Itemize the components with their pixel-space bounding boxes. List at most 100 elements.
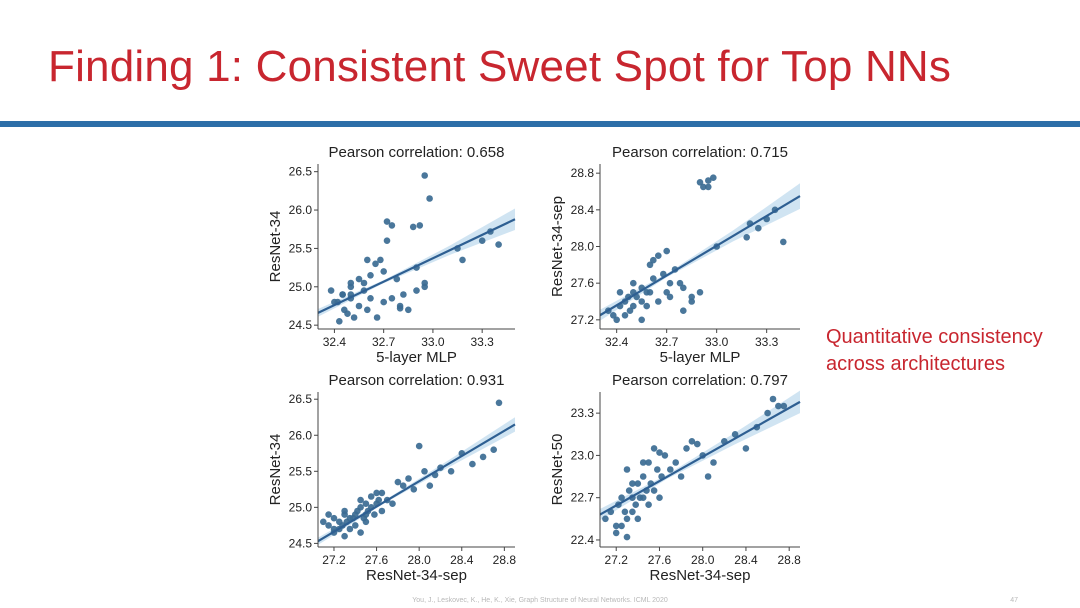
data-point xyxy=(676,279,684,287)
data-point xyxy=(621,508,629,516)
data-point xyxy=(357,504,364,511)
data-point xyxy=(639,459,647,466)
data-point xyxy=(495,399,503,407)
data-point xyxy=(683,445,690,452)
y-tick-label: 25.5 xyxy=(289,464,313,478)
data-point xyxy=(330,514,338,522)
y-axis-label: ResNet-34-sep xyxy=(549,196,566,297)
data-point xyxy=(367,295,374,302)
data-point xyxy=(371,511,378,518)
data-point xyxy=(339,291,346,298)
data-point xyxy=(688,438,696,445)
y-tick-label: 28.8 xyxy=(571,166,595,180)
x-tick-label: 28.4 xyxy=(734,553,758,567)
confidence-band xyxy=(600,183,800,321)
data-point xyxy=(672,459,679,466)
data-point xyxy=(364,306,371,314)
data-point xyxy=(393,275,401,283)
data-point xyxy=(610,312,617,319)
data-point xyxy=(409,223,417,231)
x-tick-label: 33.3 xyxy=(470,335,494,349)
regression-line xyxy=(599,195,801,317)
data-point xyxy=(459,256,466,264)
data-point xyxy=(755,224,762,232)
data-point xyxy=(389,500,396,508)
data-point xyxy=(743,234,750,241)
data-point xyxy=(341,306,348,314)
data-point xyxy=(705,177,712,184)
data-point xyxy=(677,473,685,480)
x-axis-label: ResNet-34-sep xyxy=(650,567,751,584)
data-point xyxy=(479,453,487,461)
data-point xyxy=(320,518,327,526)
data-point xyxy=(629,480,636,487)
data-point xyxy=(656,494,663,502)
x-tick-label: 28.8 xyxy=(778,553,802,567)
data-point xyxy=(680,307,687,314)
data-point xyxy=(650,445,658,452)
title-divider xyxy=(0,121,1080,127)
data-point xyxy=(780,238,787,246)
data-point xyxy=(656,449,663,456)
x-axis-label: 5-layer MLP xyxy=(660,349,741,366)
data-point xyxy=(378,489,386,497)
y-tick-label: 27.6 xyxy=(571,276,595,290)
data-point xyxy=(346,514,354,522)
data-point xyxy=(618,522,625,530)
data-point xyxy=(629,508,636,516)
data-point xyxy=(415,442,423,450)
data-point xyxy=(666,293,674,301)
confidence-band xyxy=(318,417,515,545)
data-point xyxy=(666,279,674,287)
data-point xyxy=(355,302,363,310)
data-point xyxy=(769,395,777,403)
data-point xyxy=(405,475,412,482)
x-axis-label: ResNet-34-sep xyxy=(366,567,467,584)
data-point xyxy=(325,522,332,529)
data-point xyxy=(490,446,497,454)
y-tick-label: 23.3 xyxy=(571,406,595,420)
data-point xyxy=(663,247,670,255)
data-point xyxy=(416,222,424,229)
x-tick-label: 32.4 xyxy=(323,335,347,349)
data-point xyxy=(346,525,354,533)
y-tick-label: 23.0 xyxy=(571,448,595,462)
data-point xyxy=(688,298,695,305)
y-tick-label: 26.5 xyxy=(289,392,313,406)
y-tick-label: 28.0 xyxy=(571,240,595,254)
panel-title: Pearson correlation: 0.715 xyxy=(612,144,788,161)
data-point xyxy=(645,501,652,509)
data-point xyxy=(632,501,639,509)
data-point xyxy=(355,275,363,283)
data-point xyxy=(630,302,637,310)
data-point xyxy=(742,445,750,452)
data-point xyxy=(630,279,637,287)
data-point xyxy=(478,237,486,244)
y-tick-label: 24.5 xyxy=(289,536,313,550)
y-tick-label: 25.5 xyxy=(289,241,313,255)
data-point xyxy=(399,482,407,490)
data-point xyxy=(625,487,633,494)
x-tick-label: 33.0 xyxy=(421,335,445,349)
data-point xyxy=(655,298,662,305)
data-point xyxy=(616,289,624,296)
data-point xyxy=(623,533,631,541)
data-point xyxy=(405,306,412,314)
panel-title: Pearson correlation: 0.931 xyxy=(329,372,505,389)
data-point xyxy=(626,307,634,314)
data-point xyxy=(380,268,387,275)
data-point xyxy=(367,272,374,279)
data-point xyxy=(650,256,657,264)
data-point xyxy=(705,183,712,191)
y-tick-label: 28.4 xyxy=(571,203,595,217)
x-tick-label: 32.7 xyxy=(372,335,396,349)
data-point xyxy=(357,529,364,536)
data-point xyxy=(410,486,418,493)
data-point xyxy=(661,452,669,459)
panel-title: Pearson correlation: 0.658 xyxy=(329,144,505,161)
data-point xyxy=(663,289,670,296)
x-tick-label: 28.8 xyxy=(493,553,517,567)
y-tick-label: 26.0 xyxy=(289,203,313,217)
x-tick-label: 28.0 xyxy=(691,553,715,567)
data-point xyxy=(696,289,704,296)
